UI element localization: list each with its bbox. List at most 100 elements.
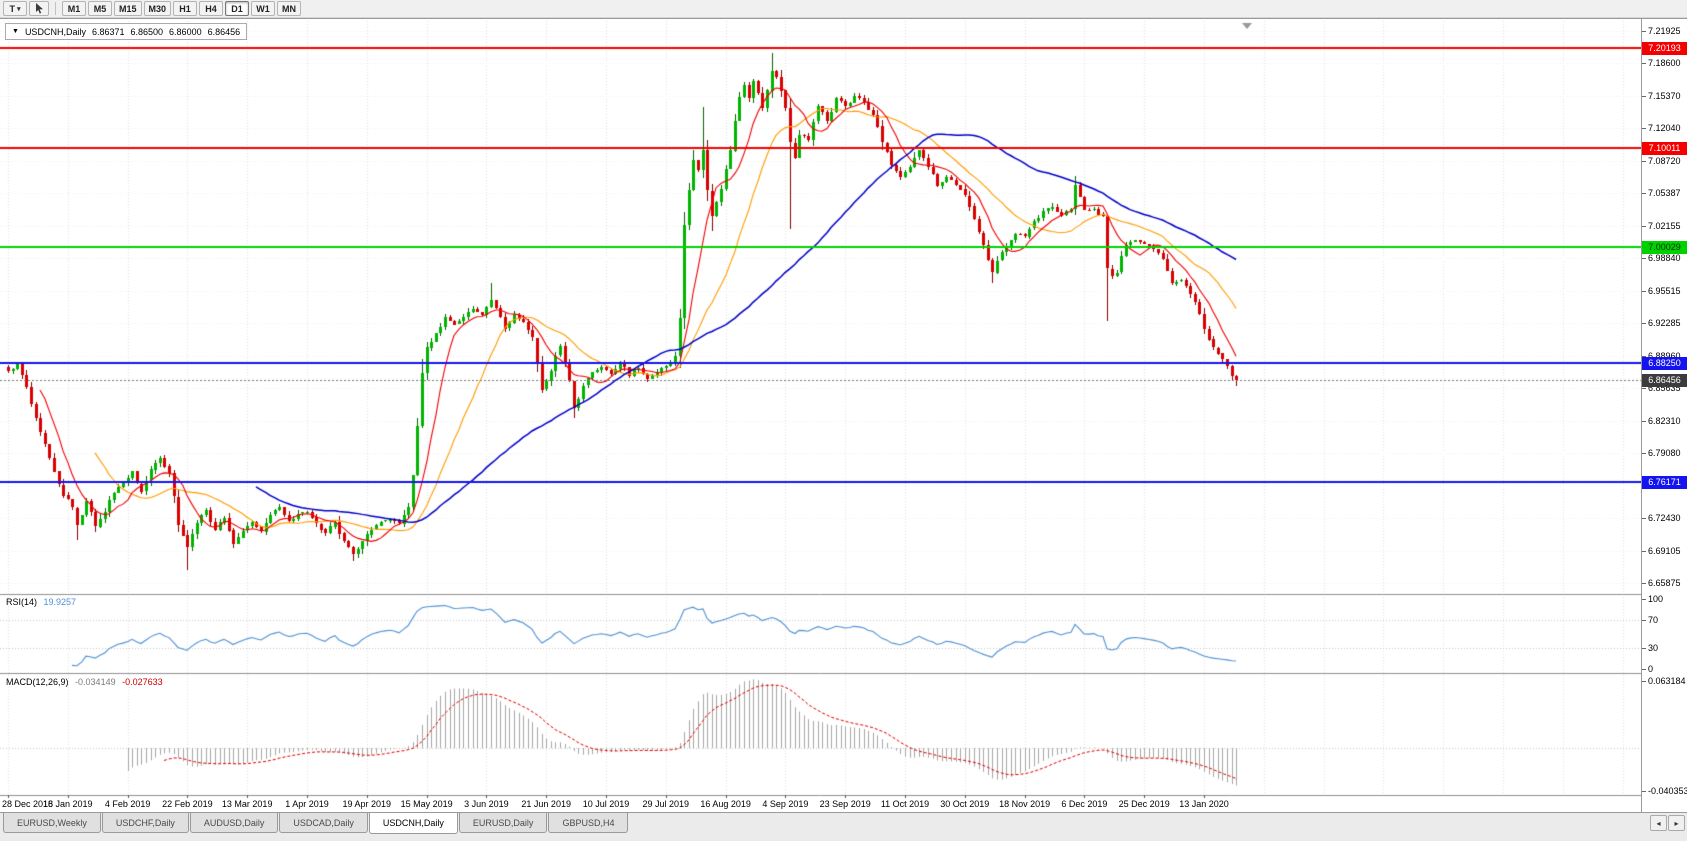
price-axis[interactable]: 7.21925 7.18600 7.15370 7.12040 7.08720 7.053… [1641, 19, 1687, 812]
timeframe-button-mn[interactable]: MN [277, 1, 302, 16]
symbol-dropdown-icon[interactable]: ▼ [12, 28, 19, 35]
timeframe-buttons: M1 M5 M15 M30 H1 H4 D1 W1 MN [62, 1, 302, 16]
price-axis-label: 6.92285 [1648, 318, 1681, 329]
macd-label: MACD(12,26,9) -0.034149 -0.027633 [6, 677, 163, 687]
ohlc-high: 6.86500 [130, 26, 164, 37]
date-label: 29 Jul 2019 [642, 799, 690, 809]
rsi-axis-tick [1642, 620, 1646, 621]
macd-signal-value: -0.027633 [122, 677, 163, 687]
price-axis-tick [1642, 31, 1646, 32]
text-tool-button[interactable]: T ▾ [3, 1, 27, 16]
date-label: 16 Jan 2019 [43, 799, 93, 809]
rsi-axis-tick [1642, 599, 1646, 600]
symbol-name: USDCNH,Daily [24, 26, 86, 37]
rsi-value: 19.9257 [43, 597, 77, 607]
hline-price-label: 7.10011 [1642, 142, 1687, 156]
rsi-axis-label: 30 [1648, 643, 1659, 653]
tab-scroll-right-icon[interactable]: ▸ [1668, 815, 1685, 831]
timeframe-button-m5[interactable]: M5 [88, 1, 112, 16]
date-label: 4 Feb 2019 [104, 799, 151, 809]
price-axis-tick [1642, 583, 1646, 584]
chart-window[interactable]: ▼ USDCNH,Daily 6.86371 6.86500 6.86000 6… [0, 18, 1687, 812]
timeframe-button-m30[interactable]: M30 [143, 1, 172, 16]
chart-tab[interactable]: USDCHF,Daily [101, 813, 189, 833]
date-label: 11 Oct 2019 [880, 799, 930, 809]
date-label: 6 Dec 2019 [1061, 799, 1108, 809]
price-axis-tick [1642, 63, 1646, 65]
chart-tab[interactable]: GBPUSD,H4 [548, 813, 629, 833]
ohlc-close: 6.86456 [207, 26, 241, 37]
macd-axis-tick [1642, 791, 1646, 792]
tab-scroll-left-icon[interactable]: ◂ [1650, 815, 1667, 831]
price-axis-label: 6.88960 [1648, 351, 1681, 361]
price-axis-label: 6.85635 [1648, 383, 1681, 394]
timeframe-button-h1[interactable]: H1 [173, 1, 198, 16]
rsi-axis-label: 100 [1648, 594, 1664, 604]
price-axis-tick [1642, 388, 1646, 390]
timeframe-button-w1[interactable]: W1 [251, 1, 276, 16]
ohlc-open: 6.86371 [91, 26, 125, 37]
date-label: 16 Aug 2019 [700, 799, 751, 809]
price-axis-tick [1642, 453, 1646, 455]
chart-tab[interactable]: EURUSD,Weekly [3, 813, 101, 833]
price-axis-label: 6.65875 [1648, 578, 1681, 588]
price-axis-tick [1642, 225, 1646, 227]
tab-scroll-buttons: ◂ ▸ [1650, 813, 1685, 831]
macd-axis-tick [1642, 681, 1646, 682]
ohlc-low: 6.86000 [169, 26, 202, 37]
hline-price-label: 7.00029 [1642, 240, 1687, 254]
price-axis-tick [1642, 355, 1646, 357]
timeframe-button-h4[interactable]: H4 [199, 1, 224, 16]
price-axis-tick [1642, 193, 1646, 195]
price-axis-tick [1642, 160, 1646, 162]
date-label: 15 May 2019 [400, 799, 453, 809]
price-axis-label: 7.05387 [1648, 188, 1681, 199]
price-axis-label: 7.02155 [1648, 220, 1681, 231]
price-axis-tick [1642, 258, 1646, 260]
date-label: 3 Jun 2019 [464, 799, 509, 809]
top-toolbar: T ▾ M1 M5 M15 M30 H1 H4 D1 W1 MN [0, 0, 1687, 18]
symbol-header: ▼ USDCNH,Daily 6.86371 6.86500 6.86000 6… [5, 23, 248, 40]
date-label: 13 Jan 2020 [1179, 799, 1229, 809]
chart-tab[interactable]: USDCNH,Daily [368, 813, 458, 834]
price-axis-tick [1642, 550, 1646, 552]
price-axis-label: 6.95515 [1648, 285, 1681, 296]
chart-tab[interactable]: EURUSD,Daily [458, 813, 548, 833]
chart-tab-bar: EURUSD,Weekly USDCHF,Daily AUDUSD,Daily USD… [0, 812, 1687, 841]
chart-tab[interactable]: USDCAD,Daily [279, 813, 368, 833]
hline-price-label: 7.20193 [1642, 42, 1687, 56]
timeframe-button-d1[interactable]: D1 [225, 1, 250, 16]
price-axis-label: 6.98840 [1648, 253, 1681, 264]
date-label: 10 Jul 2019 [582, 799, 630, 809]
timeframe-button-m1[interactable]: M1 [62, 1, 86, 16]
text-tool-label: T [9, 3, 15, 14]
price-axis-tick [1642, 323, 1646, 325]
price-axis-label: 7.15370 [1648, 90, 1681, 101]
cursor-icon [35, 3, 43, 14]
price-axis-label: 7.21925 [1648, 26, 1681, 36]
date-axis: 28 Dec 2018 16 Jan 2019 4 Feb 2019 22 Feb 2… [0, 798, 1641, 812]
timeframe-button-m15[interactable]: M15 [114, 1, 142, 16]
date-label: 23 Sep 2019 [819, 799, 871, 809]
price-axis-label: 6.69105 [1648, 545, 1681, 556]
price-axis-label: 7.12040 [1648, 123, 1681, 134]
candlestick-chart[interactable] [0, 19, 1641, 799]
price-axis-tick [1642, 95, 1646, 97]
rsi-axis-label: 0 [1648, 664, 1654, 674]
price-axis-tick [1642, 420, 1646, 422]
macd-axis-label: -0.040353 [1648, 786, 1687, 796]
date-label: 25 Dec 2019 [1118, 799, 1170, 809]
chart-tab[interactable]: AUDUSD,Daily [189, 813, 279, 833]
macd-name: MACD(12,26,9) [6, 677, 69, 687]
rsi-axis-tick [1642, 669, 1646, 670]
rsi-label: RSI(14) 19.9257 [6, 597, 76, 607]
macd-axis-label: 0.063184 [1648, 676, 1686, 686]
date-label: 18 Nov 2019 [999, 799, 1051, 809]
rsi-axis-tick [1642, 648, 1646, 649]
price-axis-label: 6.72430 [1648, 513, 1681, 524]
price-axis-tick [1642, 518, 1646, 520]
date-label: 30 Oct 2019 [940, 799, 990, 809]
price-axis-label: 6.82310 [1648, 415, 1681, 426]
cursor-tool-button[interactable] [29, 1, 49, 16]
date-label: 28 Dec 2018 [2, 799, 54, 809]
